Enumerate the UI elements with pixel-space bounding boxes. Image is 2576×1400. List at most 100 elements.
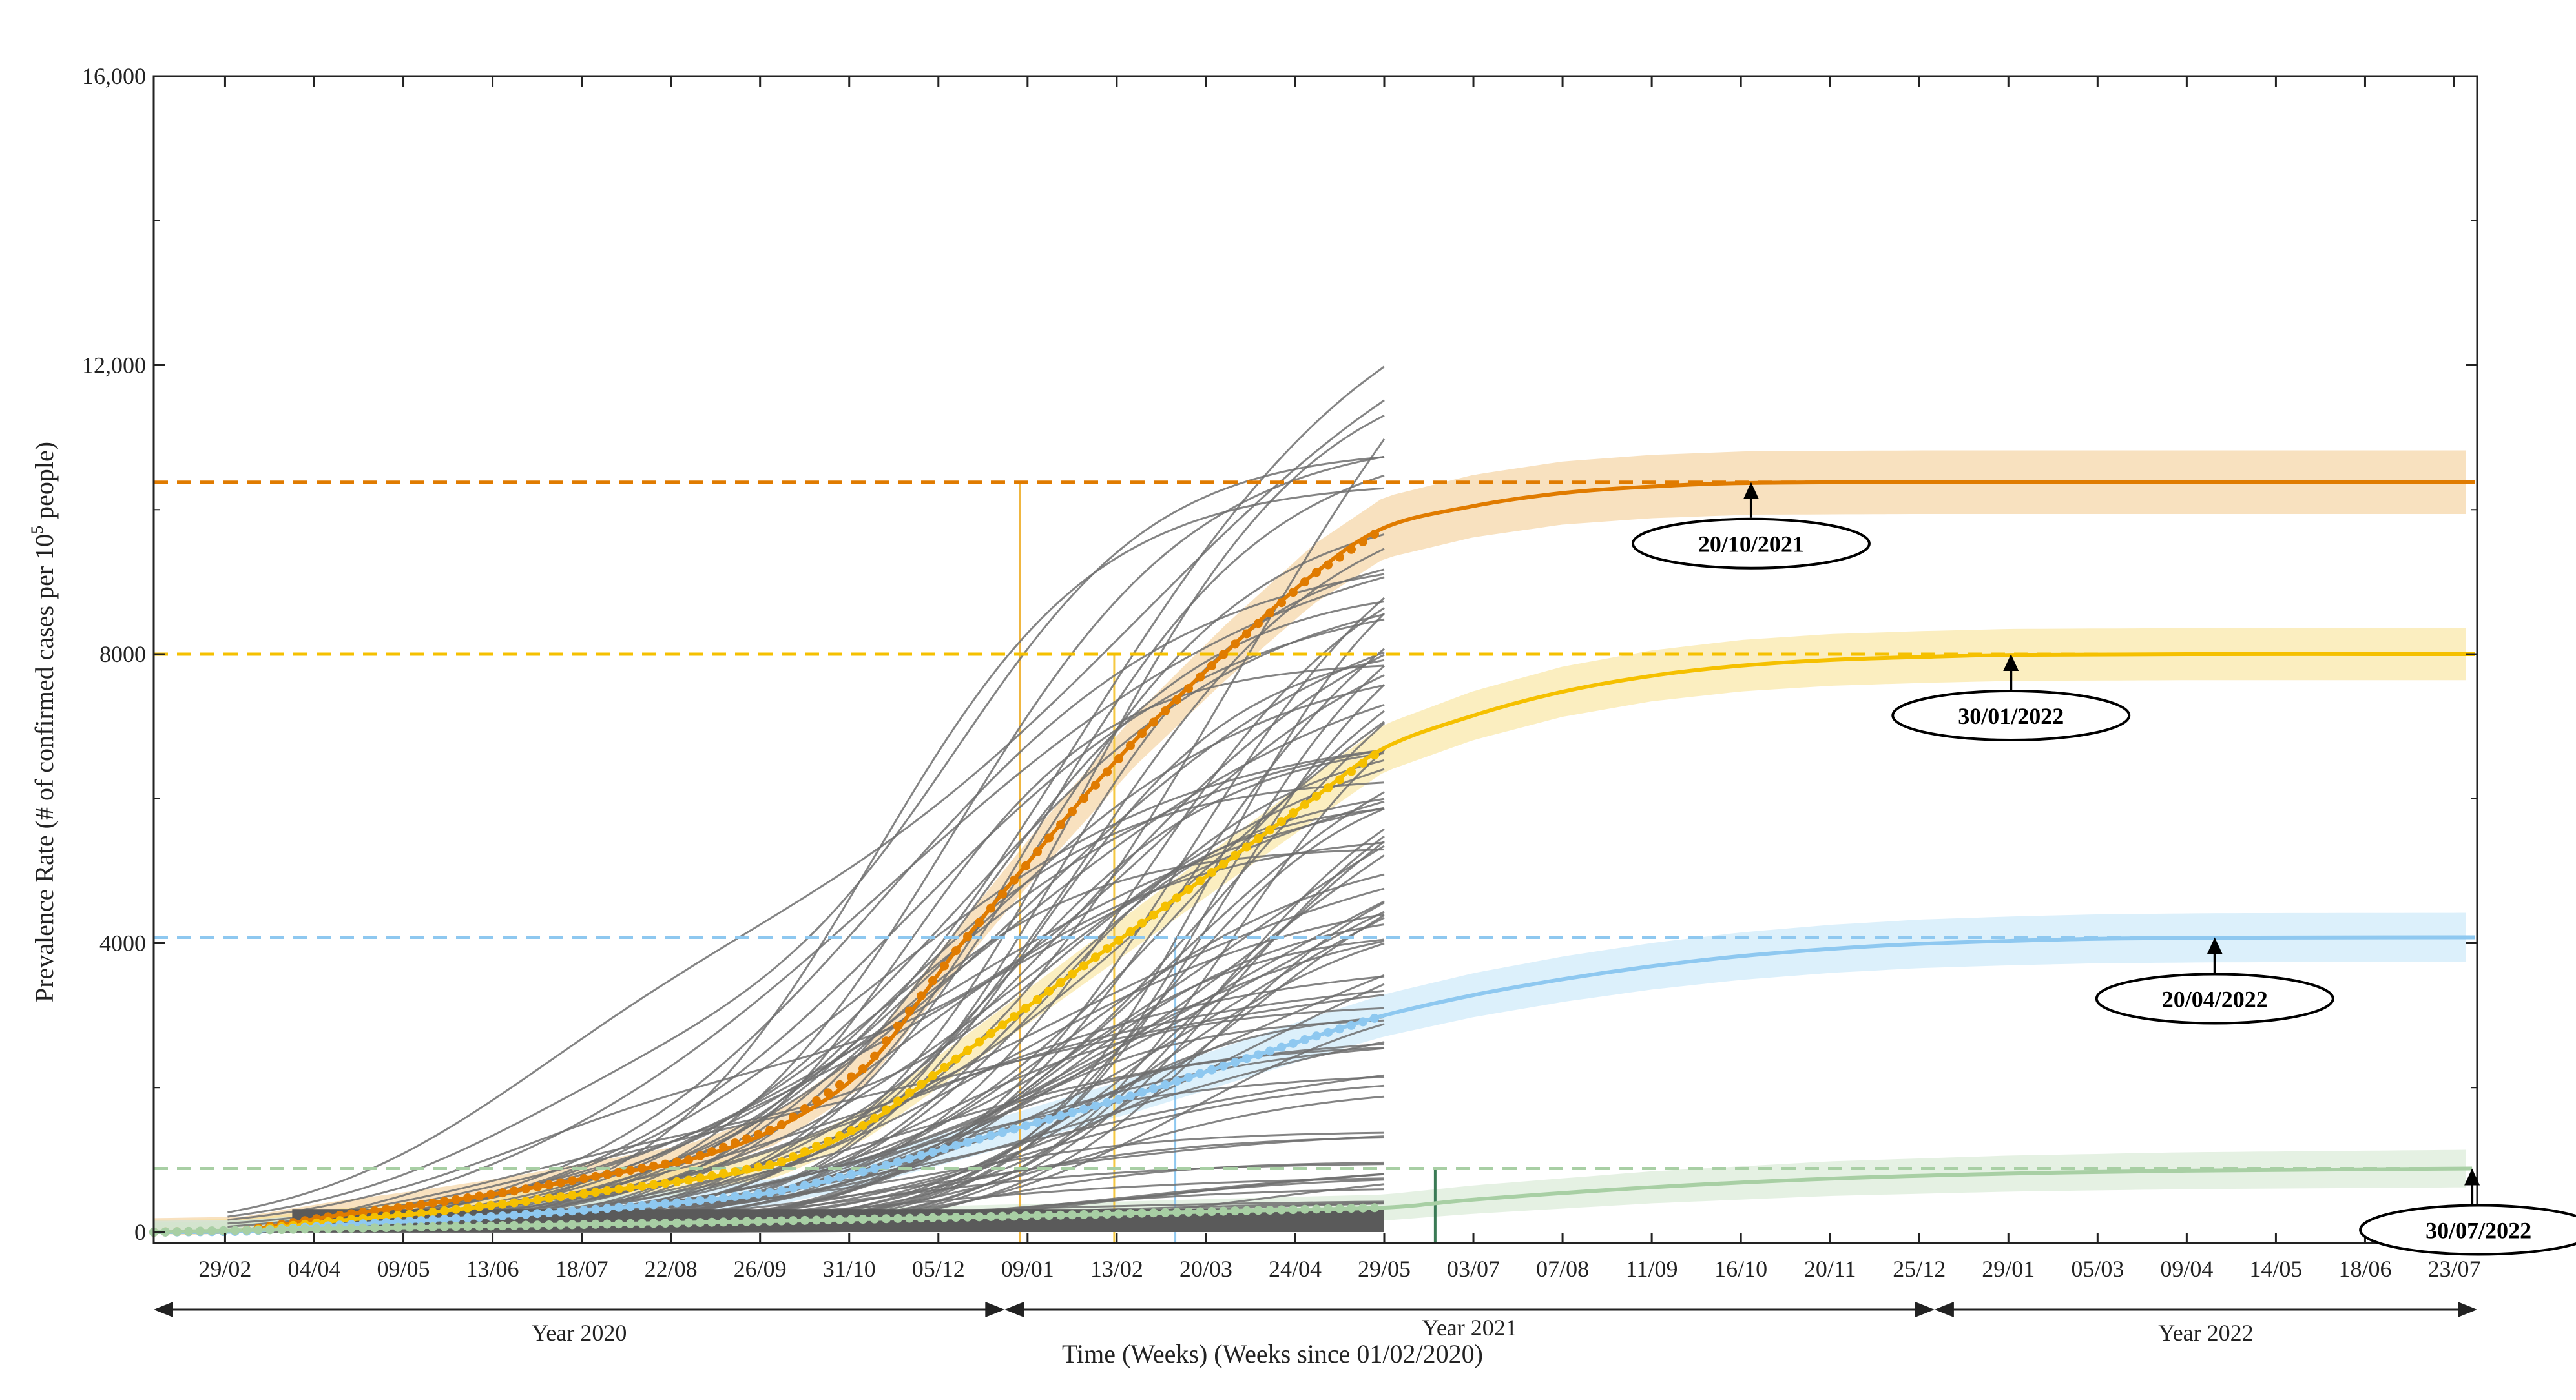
observed-point bbox=[707, 1217, 716, 1227]
observed-point bbox=[1289, 1205, 1298, 1215]
observed-point bbox=[358, 1223, 368, 1233]
observed-point bbox=[1068, 807, 1077, 816]
observed-point bbox=[649, 1219, 658, 1228]
x-tick-label: 20/11 bbox=[1804, 1256, 1856, 1282]
observed-point bbox=[661, 1159, 670, 1169]
observed-point bbox=[940, 961, 949, 971]
observed-point bbox=[463, 1193, 472, 1203]
observed-point bbox=[1010, 1124, 1019, 1134]
year-span-arrow-left-0 bbox=[154, 1302, 173, 1317]
observed-point bbox=[905, 1006, 914, 1016]
observed-point bbox=[405, 1210, 414, 1219]
observed-point bbox=[1091, 952, 1100, 962]
observed-point bbox=[649, 1180, 658, 1189]
observed-point bbox=[1033, 1118, 1042, 1127]
x-tick-label: 09/05 bbox=[377, 1256, 430, 1282]
observed-point bbox=[510, 1198, 519, 1208]
observed-point bbox=[452, 1195, 461, 1204]
observed-point bbox=[1056, 978, 1065, 987]
observed-point bbox=[777, 1216, 786, 1226]
observed-point bbox=[1242, 1206, 1251, 1215]
saturation-callouts: 20/10/2021 30/01/2022 20/04/2022 30/07/2022 bbox=[1631, 482, 2576, 1256]
observed-point bbox=[882, 1036, 891, 1046]
x-tick-label: 07/08 bbox=[1536, 1256, 1589, 1282]
observed-point bbox=[568, 1176, 577, 1186]
observed-point bbox=[917, 1151, 926, 1160]
observed-point bbox=[603, 1219, 612, 1229]
observed-point bbox=[905, 1213, 914, 1223]
observed-point bbox=[614, 1202, 623, 1212]
observed-point bbox=[370, 1206, 379, 1215]
observed-point bbox=[742, 1134, 751, 1144]
observed-point bbox=[486, 1189, 495, 1199]
observed-point bbox=[1196, 876, 1205, 886]
observed-point bbox=[242, 1226, 251, 1235]
plot-border bbox=[152, 75, 2478, 1244]
observed-point bbox=[870, 1214, 879, 1224]
observed-point bbox=[951, 946, 961, 956]
observed-point bbox=[719, 1193, 728, 1202]
observed-point bbox=[661, 1199, 670, 1208]
observed-point bbox=[417, 1200, 426, 1210]
callout-label-0: 20/10/2021 bbox=[1698, 531, 1804, 557]
observed-point bbox=[254, 1225, 263, 1235]
observed-point bbox=[1021, 861, 1030, 870]
observed-point bbox=[335, 1224, 344, 1233]
observed-point bbox=[986, 1029, 995, 1038]
y-tick-label: 16,000 bbox=[82, 63, 146, 89]
observed-point bbox=[765, 1160, 774, 1170]
observed-point bbox=[1033, 847, 1042, 856]
observed-point bbox=[1231, 639, 1240, 649]
observed-point bbox=[428, 1222, 437, 1231]
country-curve bbox=[227, 456, 1385, 1218]
observed-point bbox=[452, 1214, 461, 1224]
observed-point bbox=[649, 1200, 658, 1210]
observed-point bbox=[1207, 1065, 1216, 1075]
observed-point bbox=[963, 1045, 972, 1055]
observed-point bbox=[591, 1188, 600, 1197]
observed-point bbox=[382, 1204, 391, 1214]
observed-point bbox=[1172, 1076, 1181, 1086]
observed-point bbox=[684, 1175, 693, 1185]
observed-point bbox=[1347, 1020, 1356, 1030]
observed-point bbox=[928, 1213, 937, 1222]
observed-point bbox=[951, 1213, 961, 1222]
observed-point bbox=[1056, 820, 1065, 830]
observed-point bbox=[1161, 901, 1170, 911]
observed-point bbox=[1137, 1208, 1147, 1218]
observed-point bbox=[882, 1160, 891, 1170]
observed-point bbox=[1021, 1004, 1030, 1013]
y-axis-label-main: Prevalence Rate (# of confirmed cases pe… bbox=[30, 534, 59, 1002]
observed-point bbox=[1231, 850, 1240, 860]
observed-point bbox=[521, 1220, 530, 1230]
observed-point bbox=[452, 1204, 461, 1214]
observed-point bbox=[998, 1211, 1007, 1221]
observed-point bbox=[1324, 1027, 1333, 1037]
observed-point bbox=[858, 1121, 867, 1131]
observed-point bbox=[1347, 767, 1356, 776]
observed-point bbox=[1300, 799, 1309, 809]
observed-point bbox=[510, 1210, 519, 1220]
year-spans: Year 2020 Year 2021 Year 2022 bbox=[154, 1302, 2477, 1346]
x-tick-label: 29/01 bbox=[1982, 1256, 2035, 1282]
observed-point bbox=[963, 1212, 972, 1222]
observed-point bbox=[1149, 717, 1158, 727]
observed-point bbox=[731, 1167, 740, 1177]
observed-point bbox=[1137, 1087, 1147, 1097]
x-tick-label: 29/05 bbox=[1358, 1256, 1411, 1282]
observed-point bbox=[498, 1211, 507, 1220]
observed-point bbox=[1242, 1054, 1251, 1064]
observed-point bbox=[533, 1195, 542, 1204]
y-tick-label: 0 bbox=[134, 1219, 146, 1245]
observed-point bbox=[300, 1224, 309, 1234]
confidence-band-2 bbox=[154, 912, 2466, 1232]
x-tick-label: 31/10 bbox=[823, 1256, 876, 1282]
observed-point bbox=[556, 1207, 565, 1217]
observed-point bbox=[731, 1217, 740, 1227]
observed-point bbox=[707, 1171, 716, 1180]
observed-point bbox=[649, 1161, 658, 1171]
observed-point bbox=[1347, 544, 1356, 554]
country-curve bbox=[227, 674, 1385, 1221]
observed-point bbox=[754, 1129, 763, 1139]
plot-frame bbox=[152, 75, 2478, 1244]
